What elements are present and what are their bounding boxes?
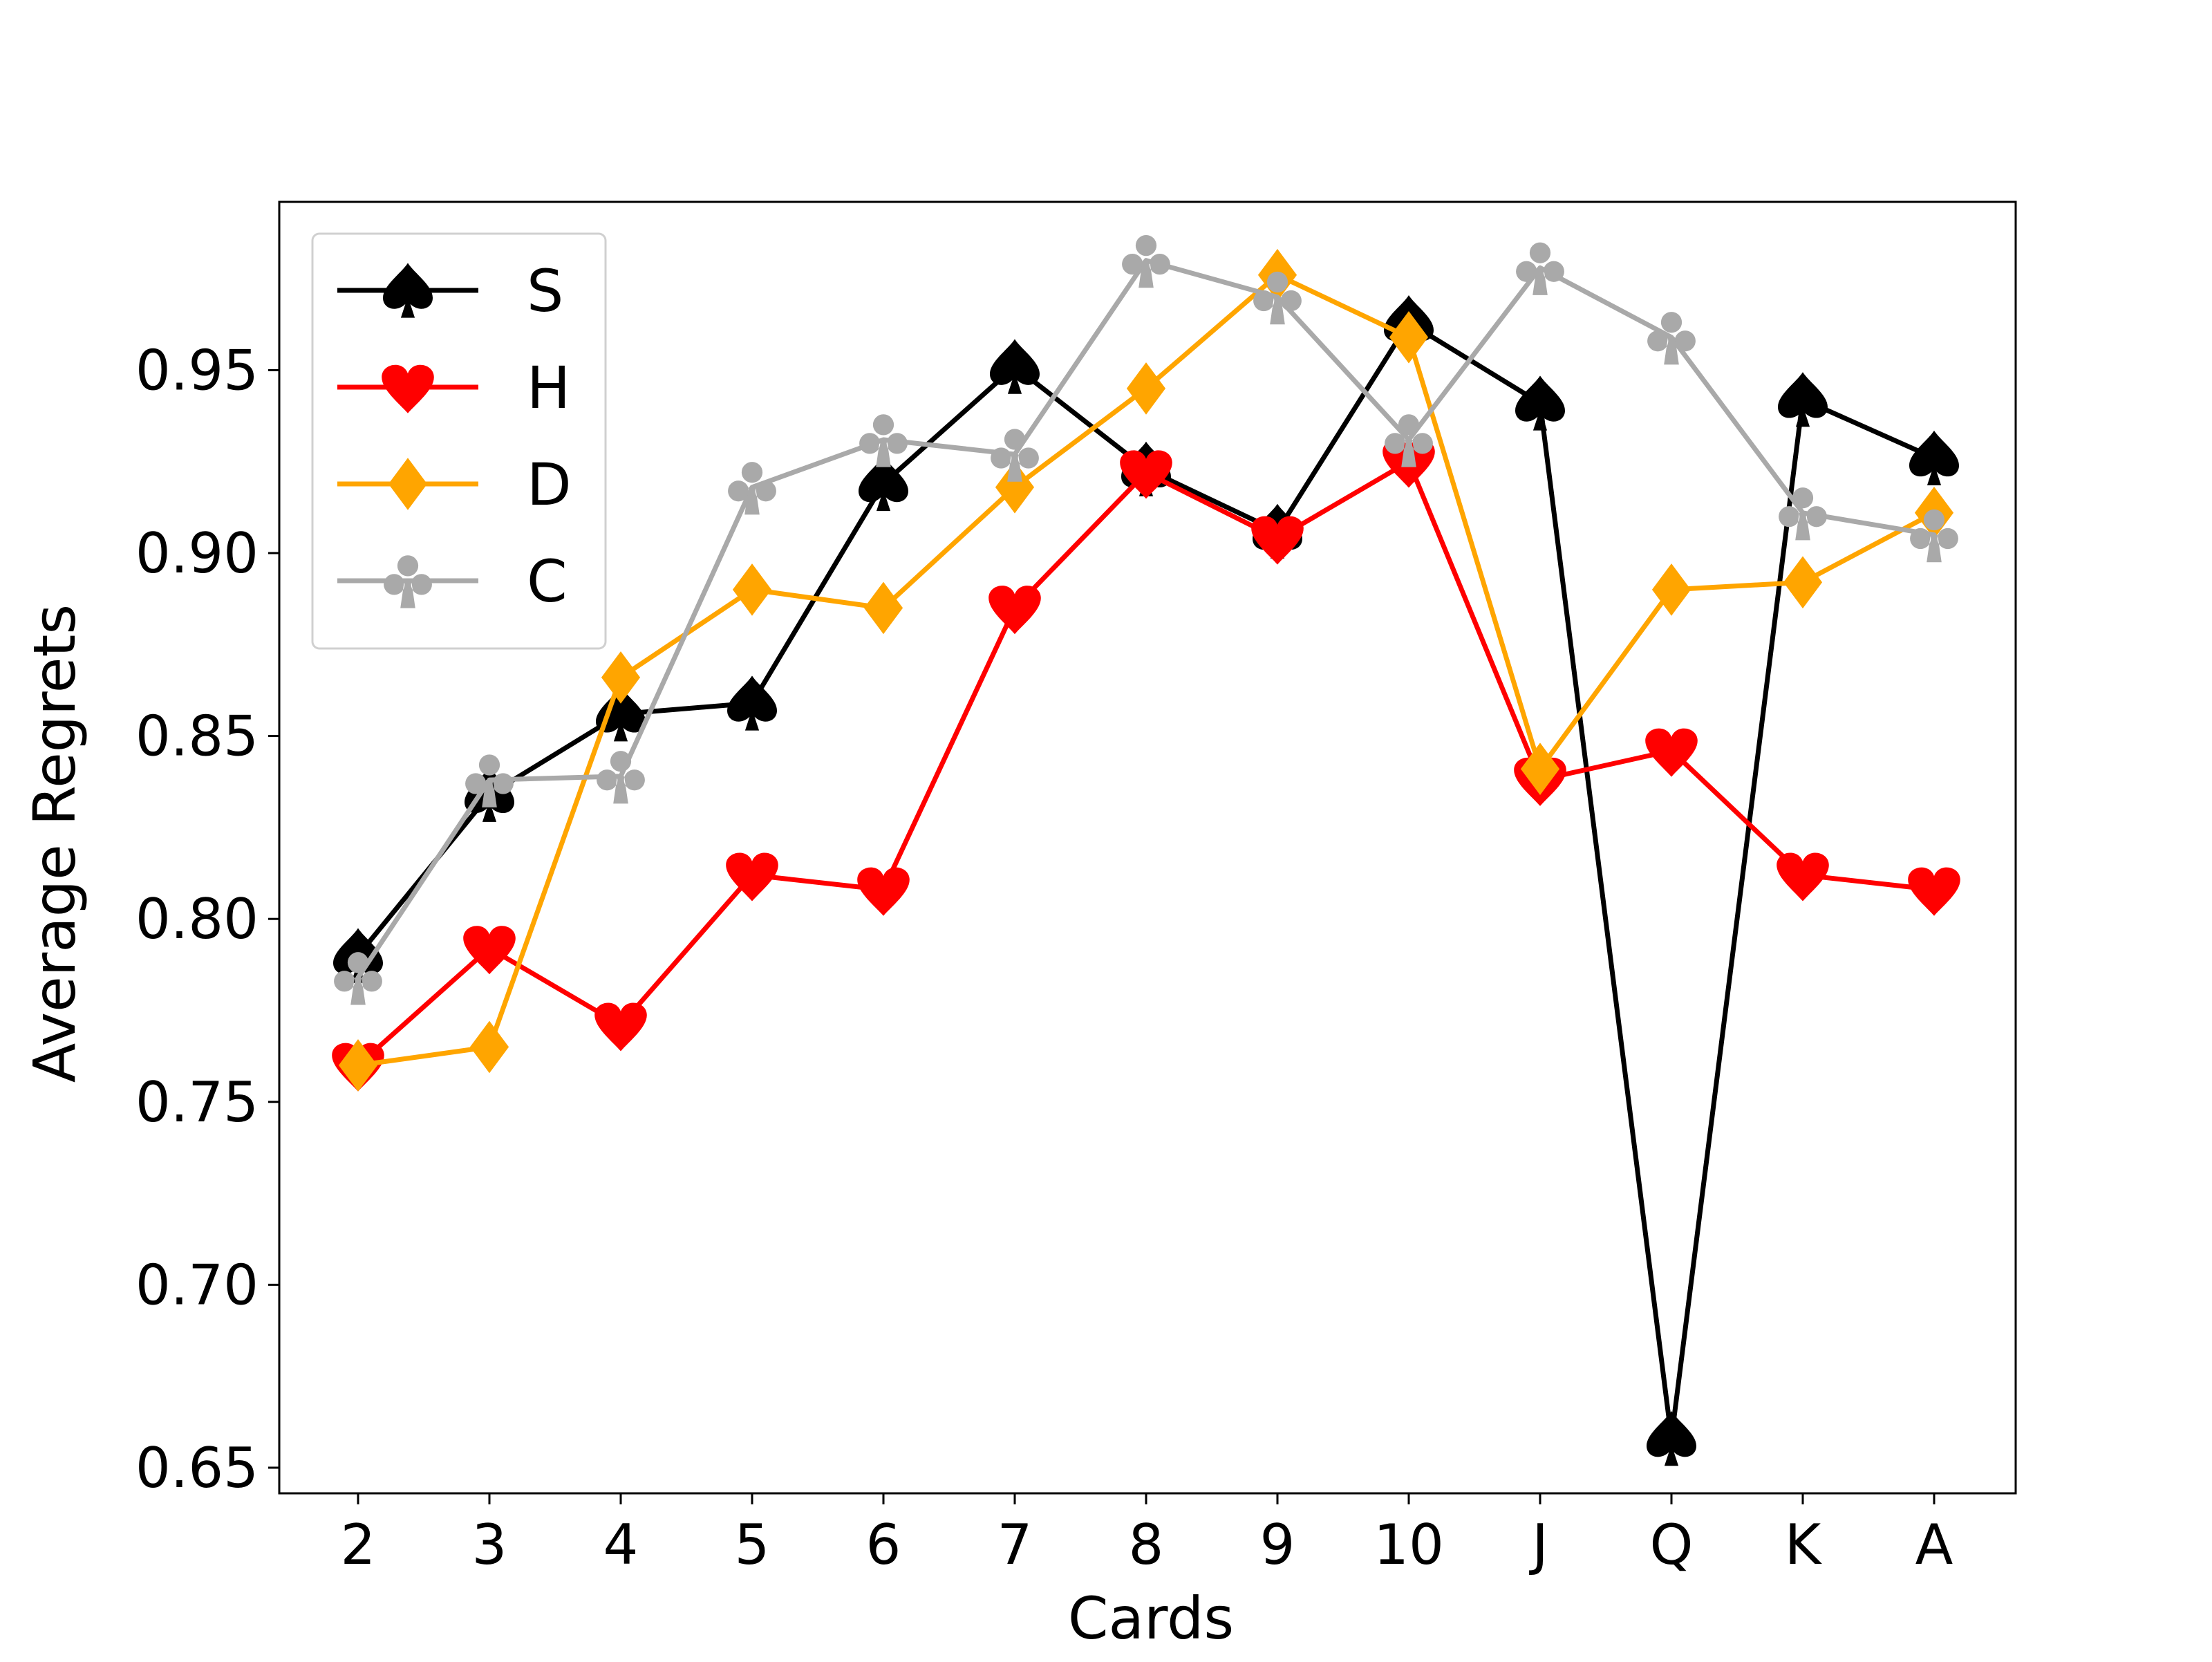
x-tick-label: 3 xyxy=(472,1513,507,1577)
club-icon xyxy=(334,952,382,1005)
diamond-icon xyxy=(388,458,428,510)
y-tick-label: 0.85 xyxy=(135,704,259,769)
diamond-icon xyxy=(338,1039,378,1092)
club-icon xyxy=(1779,487,1827,541)
club-icon xyxy=(1910,509,1958,563)
heart-icon xyxy=(1777,852,1829,902)
heart-icon xyxy=(382,364,434,413)
x-tick-label: J xyxy=(1528,1513,1548,1577)
x-tick-label: 9 xyxy=(1260,1513,1295,1577)
x-tick-label: 4 xyxy=(603,1513,639,1577)
spade-icon xyxy=(859,456,908,512)
legend-label-H: H xyxy=(527,354,570,422)
y-axis-label: Average Regrets xyxy=(21,604,88,1083)
spade-icon xyxy=(1778,372,1828,427)
y-tick-label: 0.70 xyxy=(135,1253,259,1317)
diamond-icon xyxy=(1520,743,1560,795)
club-icon xyxy=(1647,312,1696,365)
club-icon xyxy=(1516,242,1564,295)
x-tick-label: 7 xyxy=(997,1513,1033,1577)
y-tick-label: 0.80 xyxy=(135,887,259,951)
legend-label-C: C xyxy=(527,548,568,615)
y-tick-label: 0.90 xyxy=(135,521,259,586)
club-icon xyxy=(1122,234,1170,288)
legend-frame xyxy=(311,232,607,650)
legend-label-S: S xyxy=(527,257,563,325)
x-tick-label: 2 xyxy=(341,1513,376,1577)
heart-icon xyxy=(463,926,516,975)
y-tick-label: 0.65 xyxy=(135,1436,259,1500)
diamond-icon xyxy=(1651,563,1691,616)
x-axis-label: Cards xyxy=(1068,1585,1234,1652)
spade-icon xyxy=(1909,430,1959,485)
x-tick-label: 5 xyxy=(735,1513,770,1577)
spade-icon xyxy=(1515,375,1565,431)
diamond-icon xyxy=(1783,556,1823,609)
x-tick-label: 6 xyxy=(866,1513,901,1577)
heart-icon xyxy=(726,852,778,902)
club-icon xyxy=(728,462,776,515)
heart-icon xyxy=(1908,867,1960,916)
axes: 0.65 0.70 0.75 0.80 0.85 0.90 0.95 2 3 4 5 6 7 8 9 10 J Q… xyxy=(135,200,2017,1577)
heart-icon xyxy=(594,1002,647,1052)
club-icon xyxy=(597,751,645,804)
spade-icon xyxy=(1647,1411,1696,1466)
heart-icon xyxy=(1645,728,1698,777)
heart-icon xyxy=(857,867,910,916)
x-tick-label: 10 xyxy=(1374,1513,1444,1577)
club-icon xyxy=(1253,271,1302,325)
x-tick-label: K xyxy=(1785,1513,1823,1577)
x-tick-label: 8 xyxy=(1129,1513,1164,1577)
heart-icon xyxy=(1120,450,1172,499)
spade-icon xyxy=(727,675,777,731)
heart-icon xyxy=(1251,516,1304,565)
diamond-icon xyxy=(1389,311,1429,364)
club-icon xyxy=(1385,414,1433,467)
spade-icon xyxy=(596,687,646,742)
club-icon xyxy=(465,754,514,807)
spade-icon xyxy=(383,263,433,318)
club-icon xyxy=(384,555,432,608)
y-tick-label: 0.95 xyxy=(135,338,259,402)
heart-icon xyxy=(988,586,1041,635)
y-tick-label: 0.75 xyxy=(135,1070,259,1135)
club-icon xyxy=(991,429,1039,482)
diamond-icon xyxy=(469,1020,509,1074)
spade-icon xyxy=(990,339,1040,394)
x-tick-label: A xyxy=(1915,1513,1953,1577)
club-icon xyxy=(859,414,908,467)
diamond-icon xyxy=(601,651,641,704)
legend-label-D: D xyxy=(527,451,572,519)
plot-frame xyxy=(278,200,2017,1495)
x-tick-label: Q xyxy=(1650,1513,1694,1577)
